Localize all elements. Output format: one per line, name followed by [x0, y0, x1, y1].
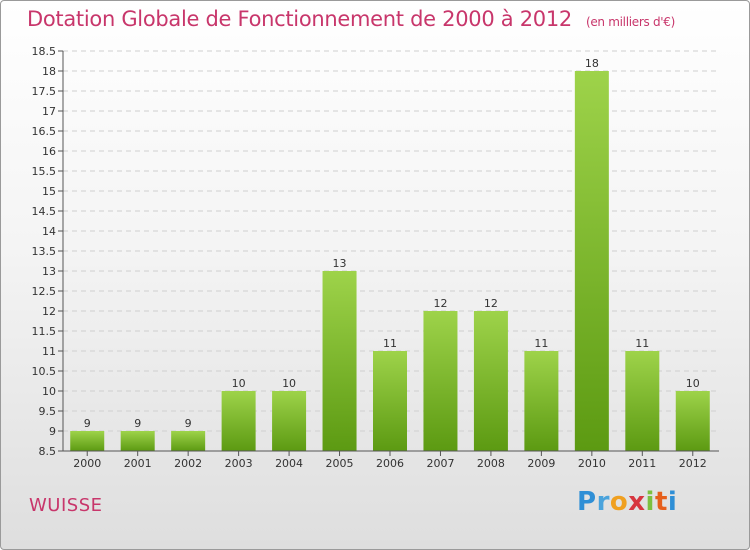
x-tick-label: 2011: [628, 457, 656, 470]
y-axis: 8.5 9 9.5 10 10.5 11 11.5 12 12.5 13 13.5 14 14.5 15 1…: [32, 45, 64, 458]
x-tick-label: 2006: [376, 457, 404, 470]
data-label: 11: [635, 337, 649, 350]
y-tick-label: 13.5: [32, 245, 57, 258]
y-tick-label: 14: [42, 225, 56, 238]
bar: [524, 351, 559, 451]
x-tick-label: 2009: [527, 457, 555, 470]
data-label: 12: [484, 297, 498, 310]
bar: [574, 71, 609, 451]
data-label: 11: [383, 337, 397, 350]
chart-title-text: Dotation Globale de Fonctionnement de 20…: [27, 7, 572, 31]
y-tick-label: 15.5: [32, 165, 57, 178]
y-tick-label: 11.5: [32, 325, 57, 338]
proxiti-logo: Proxiti: [577, 487, 677, 517]
y-tick-label: 8.5: [39, 445, 57, 458]
bar: [473, 311, 508, 451]
data-label: 9: [134, 417, 141, 430]
data-label: 12: [433, 297, 447, 310]
y-tick-label: 17: [42, 105, 56, 118]
data-label: 10: [686, 377, 700, 390]
bar: [625, 351, 660, 451]
x-tick-label: 2000: [73, 457, 101, 470]
bar: [120, 431, 155, 451]
x-tick-label: 2004: [275, 457, 303, 470]
chart-title: Dotation Globale de Fonctionnement de 20…: [27, 7, 675, 31]
y-tick-label: 9: [49, 425, 56, 438]
y-tick-label: 16.5: [32, 125, 57, 138]
logo-letter: o: [609, 487, 629, 517]
commune-name: WUISSE: [29, 495, 103, 516]
y-tick-label: 16: [42, 145, 56, 158]
y-tick-label: 17.5: [32, 85, 57, 98]
bars: 9 9 9 10 10 13 11 12 12 11 18 11 10: [70, 57, 710, 451]
x-tick-label: 2010: [578, 457, 606, 470]
chart-subtitle: (en milliers d'€): [585, 15, 675, 29]
x-tick-label: 2003: [225, 457, 253, 470]
data-label: 11: [534, 337, 548, 350]
data-label: 10: [282, 377, 296, 390]
data-label: 13: [333, 257, 347, 270]
y-tick-label: 15: [42, 185, 56, 198]
bar: [221, 391, 256, 451]
data-label: 9: [185, 417, 192, 430]
y-tick-label: 10: [42, 385, 56, 398]
logo-letter: t: [654, 487, 668, 517]
x-axis: 2000 2001 2002 2003 2004 2005 2006 2007 2008 2009…: [63, 450, 719, 470]
x-tick-label: 2007: [426, 457, 454, 470]
bar: [70, 431, 105, 451]
logo-letter: r: [596, 487, 610, 517]
y-tick-label: 12.5: [32, 285, 57, 298]
y-tick-label: 12: [42, 305, 56, 318]
y-tick-label: 18: [42, 65, 56, 78]
bar: [675, 391, 710, 451]
logo-letter: x: [628, 487, 646, 517]
y-tick-label: 9.5: [39, 405, 57, 418]
x-tick-label: 2001: [124, 457, 152, 470]
y-tick-label: 11: [42, 345, 56, 358]
logo-letter: P: [577, 487, 597, 517]
bar: [322, 271, 357, 451]
logo-letter: i: [667, 487, 678, 517]
data-label: 10: [232, 377, 246, 390]
x-tick-label: 2002: [174, 457, 202, 470]
y-tick-label: 14.5: [32, 205, 57, 218]
y-tick-label: 13: [42, 265, 56, 278]
x-tick-label: 2012: [679, 457, 707, 470]
data-label: 18: [585, 57, 599, 70]
bar: [423, 311, 458, 451]
logo-letter: i: [645, 487, 655, 517]
y-tick-label: 10.5: [32, 365, 57, 378]
data-label: 9: [84, 417, 91, 430]
x-tick-label: 2008: [477, 457, 505, 470]
bar: [272, 391, 307, 451]
x-tick-label: 2005: [326, 457, 354, 470]
bar: [171, 431, 206, 451]
bar: [373, 351, 407, 451]
y-tick-label: 18.5: [32, 45, 57, 58]
